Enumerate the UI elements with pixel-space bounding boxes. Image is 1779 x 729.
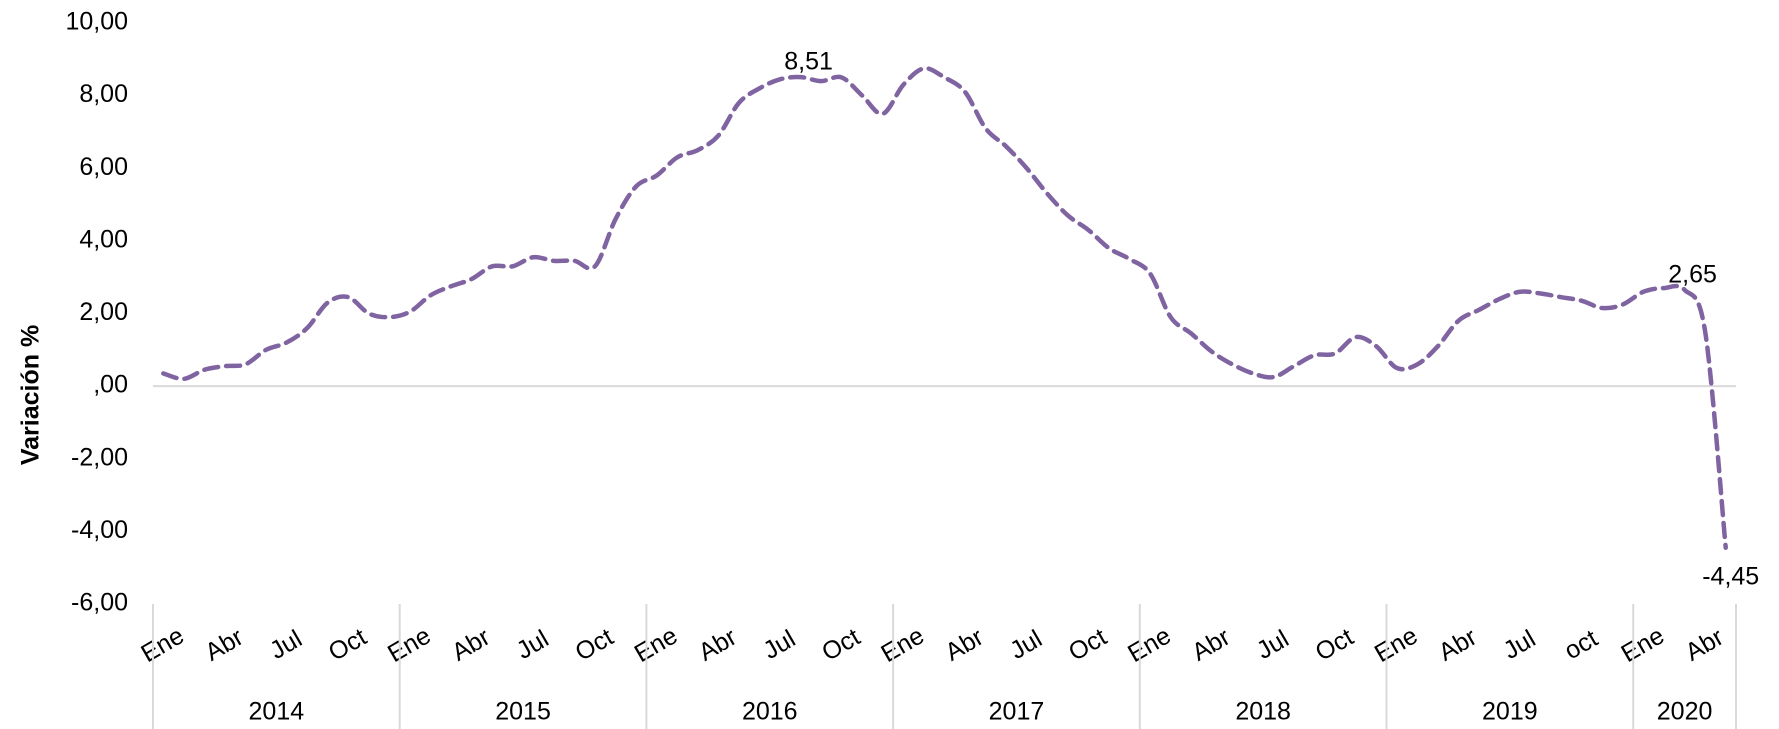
- y-tick-label: 10,00: [65, 8, 128, 36]
- x-tick-label: Oct: [324, 623, 372, 667]
- x-tick-label: Jul: [758, 625, 800, 665]
- x-tick-label: Jul: [1499, 625, 1541, 665]
- x-tick-label: Abr: [1187, 623, 1235, 667]
- data-label: 2,65: [1668, 261, 1717, 289]
- x-tick-label: Ene: [136, 622, 189, 668]
- x-tick-label: Ene: [1617, 622, 1670, 668]
- group-label: 2018: [1235, 698, 1291, 726]
- group-label: 2017: [989, 698, 1045, 726]
- x-tick-label: Abr: [941, 623, 989, 667]
- x-tick-label: Abr: [694, 623, 742, 667]
- data-label: -4,45: [1702, 562, 1759, 590]
- group-label: 2014: [249, 698, 305, 726]
- x-tick-label: Oct: [817, 623, 865, 667]
- x-tick-label: Oct: [1311, 623, 1359, 667]
- group-label: 2019: [1482, 698, 1538, 726]
- x-tick-label: Abr: [200, 623, 248, 667]
- x-tick-label: Ene: [630, 622, 683, 668]
- group-label: 2015: [495, 698, 551, 726]
- y-axis-title: Variación %: [17, 325, 45, 465]
- x-tick-label: Abr: [1434, 623, 1482, 667]
- y-tick-label: -6,00: [71, 589, 128, 617]
- y-tick-label: ,00: [93, 371, 128, 399]
- y-tick-label: 6,00: [79, 153, 128, 181]
- x-tick-label: Abr: [447, 623, 495, 667]
- y-tick-label: -4,00: [71, 516, 128, 544]
- y-tick-label: 4,00: [79, 225, 128, 253]
- x-tick-label: Jul: [1005, 625, 1047, 665]
- y-tick-label: 8,00: [79, 80, 128, 108]
- x-tick-label: Ene: [1370, 622, 1423, 668]
- x-tick-label: Ene: [1123, 622, 1176, 668]
- x-tick-label: Jul: [265, 625, 307, 665]
- x-tick-label: Ene: [383, 622, 436, 668]
- x-tick-label: oct: [1560, 624, 1603, 665]
- y-tick-label: -2,00: [71, 443, 128, 471]
- x-tick-label: Jul: [1252, 625, 1294, 665]
- x-tick-label: Oct: [1064, 623, 1112, 667]
- data-line: [161, 66, 1728, 550]
- group-label: 2020: [1657, 698, 1713, 726]
- x-tick-label: Jul: [512, 625, 554, 665]
- data-label: 8,51: [784, 48, 833, 76]
- y-tick-label: 2,00: [79, 298, 128, 326]
- x-tick-label: Oct: [570, 623, 618, 667]
- group-label: 2016: [742, 698, 798, 726]
- x-tick-label: Abr: [1681, 623, 1729, 667]
- x-tick-label: Ene: [876, 622, 929, 668]
